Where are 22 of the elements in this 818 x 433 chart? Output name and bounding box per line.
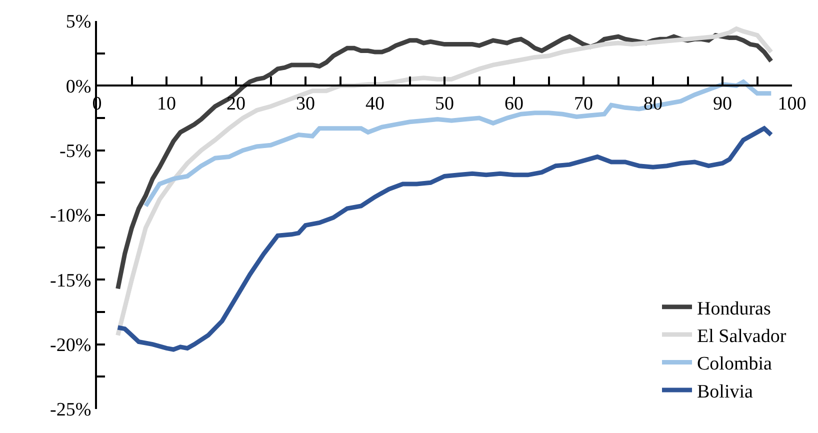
x-tick-label: 90 [713, 93, 732, 114]
y-tick-label: 5% [66, 12, 92, 33]
legend-label: Honduras [697, 298, 771, 320]
x-tick-label: 10 [157, 93, 176, 114]
x-tick-label: 80 [644, 93, 662, 114]
legend-label: Colombia [697, 354, 773, 375]
legend-label: Bolivia [697, 381, 754, 402]
legend-label: El Salvador [697, 326, 787, 347]
x-tick-label: 50 [435, 93, 454, 114]
y-tick-label: -10% [50, 206, 92, 227]
x-tick-label: 30 [296, 93, 315, 114]
y-tick-label: -20% [50, 334, 92, 356]
x-tick-label: 40 [366, 93, 384, 114]
line-series [143, 80, 774, 208]
x-tick-label: 100 [778, 93, 806, 114]
y-tick-label: -25% [50, 400, 92, 421]
y-tick-label: 0% [66, 76, 92, 98]
x-tick-label: 70 [574, 93, 593, 114]
y-tick-label: -5% [60, 140, 92, 162]
y-tick-label: -15% [50, 270, 92, 292]
x-tick-label: 20 [226, 93, 246, 114]
x-tick-label: 60 [504, 93, 524, 114]
